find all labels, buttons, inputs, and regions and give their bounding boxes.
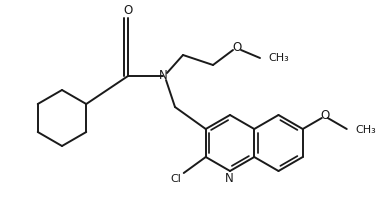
Text: CH₃: CH₃	[268, 53, 289, 63]
Text: O: O	[232, 41, 242, 53]
Text: N: N	[159, 69, 167, 82]
Text: O: O	[320, 109, 329, 122]
Text: N: N	[225, 171, 233, 185]
Text: Cl: Cl	[170, 174, 181, 184]
Text: O: O	[123, 4, 133, 16]
Text: CH₃: CH₃	[356, 125, 376, 135]
